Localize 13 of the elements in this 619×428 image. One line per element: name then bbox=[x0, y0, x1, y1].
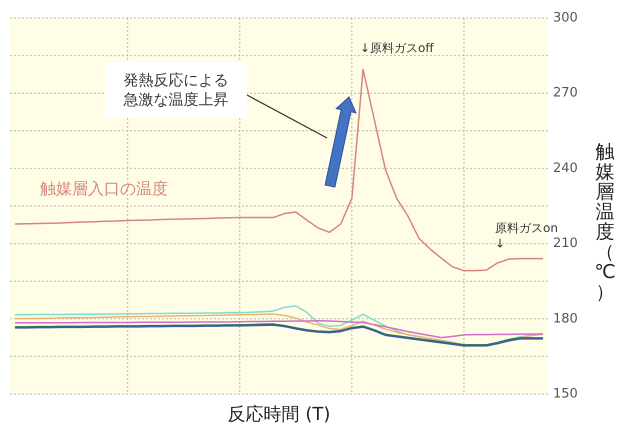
y-tick-label: 270 bbox=[553, 86, 578, 101]
y-axis-title: 触媒層温度（℃） bbox=[594, 141, 616, 303]
annotation: 発熱反応による急激な温度上昇 bbox=[105, 62, 328, 139]
annotation: ↓原料ガスoff bbox=[360, 41, 434, 55]
y-tick-label: 210 bbox=[553, 236, 578, 252]
y-tick-label: 180 bbox=[553, 311, 578, 326]
y-tick-label: 300 bbox=[553, 10, 578, 26]
annotation: 発熱反応による急激な温度上昇 bbox=[122, 71, 228, 108]
y-tick-label: 240 bbox=[553, 160, 578, 176]
y-tick-label: 150 bbox=[553, 386, 578, 402]
x-axis-title: 反応時間 (T) bbox=[228, 404, 330, 425]
line-series bbox=[14, 68, 544, 272]
series-label: 触媒層入口の温度 bbox=[40, 179, 168, 198]
